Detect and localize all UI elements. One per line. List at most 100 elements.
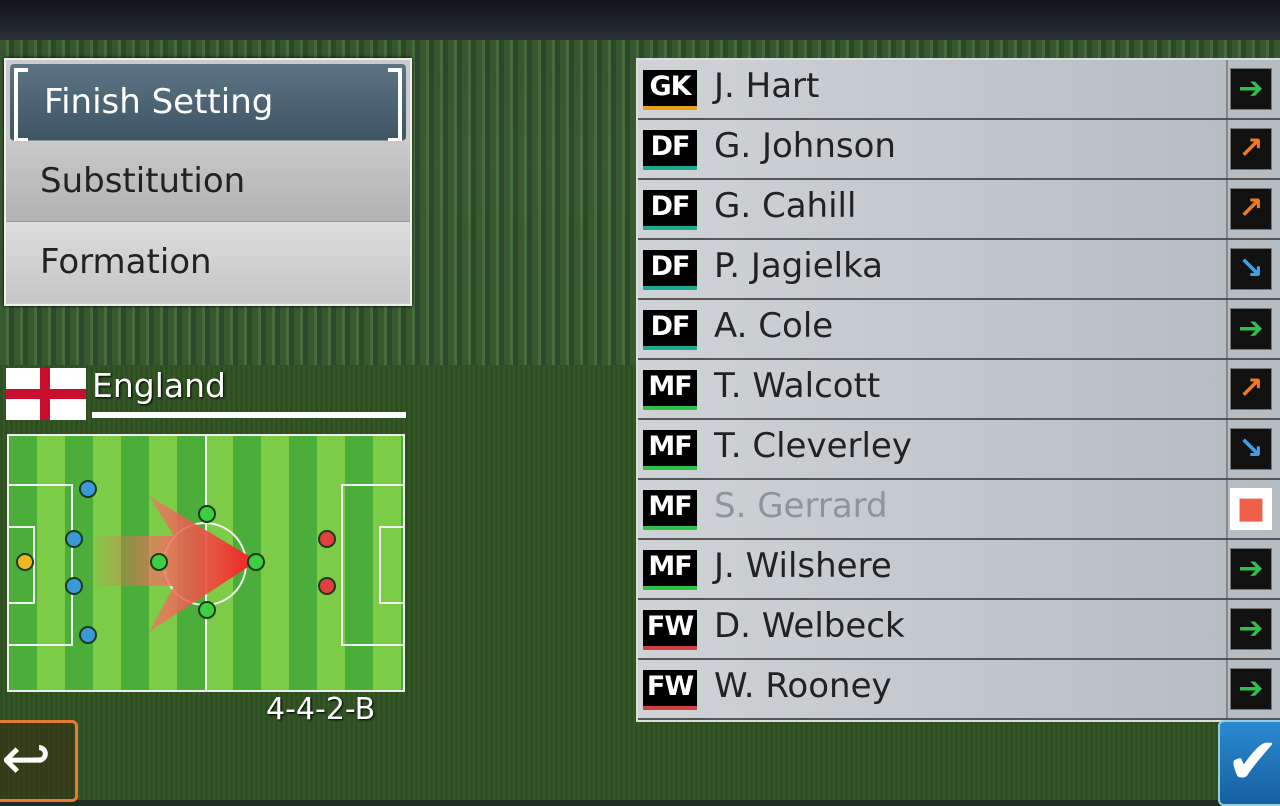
position-color-bar <box>643 706 697 710</box>
player-row[interactable]: DF P. Jagielka ↘ <box>638 240 1280 300</box>
penalty-area-left <box>9 484 73 646</box>
player-name: T. Walcott <box>714 366 881 406</box>
player-row[interactable]: DF A. Cole ➔ <box>638 300 1280 360</box>
condition-good-icon: ↗ <box>1230 368 1272 410</box>
position-badge: DF <box>643 130 697 170</box>
player-dot-mf[interactable] <box>198 601 216 619</box>
player-row[interactable]: FW D. Welbeck ➔ <box>638 600 1280 660</box>
goal-area-left <box>9 526 35 604</box>
condition-normal-icon: ➔ <box>1230 68 1272 110</box>
position-label: DF <box>650 251 691 282</box>
player-name: G. Cahill <box>714 186 857 226</box>
divider <box>1226 240 1228 298</box>
player-name: J. Hart <box>714 66 820 106</box>
player-list: GK J. Hart ➔ DF G. Johnson ↗ DF G. Cahill … <box>636 58 1280 722</box>
position-badge: MF <box>643 370 697 410</box>
divider <box>1226 480 1228 538</box>
player-name: P. Jagielka <box>714 246 884 286</box>
team-header: England <box>6 366 406 420</box>
stadium-roof <box>0 0 1280 40</box>
divider <box>1226 420 1228 478</box>
condition-poor-icon: ↘ <box>1230 248 1272 290</box>
player-row[interactable]: FW W. Rooney ➔ <box>638 660 1280 720</box>
condition-poor-icon: ↘ <box>1230 428 1272 470</box>
menu-formation[interactable]: Formation <box>6 222 410 302</box>
divider <box>1226 660 1228 718</box>
player-dot-df[interactable] <box>65 530 83 548</box>
menu-finish-setting[interactable]: Finish Setting <box>10 64 406 142</box>
position-badge: MF <box>643 430 697 470</box>
selection-bracket-right <box>388 68 402 142</box>
divider <box>92 412 406 418</box>
condition-good-icon: ↗ <box>1230 128 1272 170</box>
position-badge: MF <box>643 490 697 530</box>
player-dot-mf[interactable] <box>247 553 265 571</box>
player-dot-df[interactable] <box>79 480 97 498</box>
position-badge: FW <box>643 670 697 710</box>
divider <box>1226 120 1228 178</box>
player-dot-fw[interactable] <box>318 577 336 595</box>
player-dot-fw[interactable] <box>318 530 336 548</box>
player-name: W. Rooney <box>714 666 892 706</box>
position-color-bar <box>643 226 697 230</box>
player-name: D. Welbeck <box>714 606 905 646</box>
menu-label: Finish Setting <box>44 82 274 122</box>
penalty-area-right <box>341 484 403 646</box>
position-label: MF <box>648 371 692 402</box>
position-color-bar <box>643 106 697 110</box>
position-color-bar <box>643 406 697 410</box>
position-color-bar <box>643 286 697 290</box>
position-color-bar <box>643 466 697 470</box>
player-dot-mf[interactable] <box>150 553 168 571</box>
player-row[interactable]: MF S. Gerrard ■ <box>638 480 1280 540</box>
position-label: DF <box>650 311 691 342</box>
player-dot-df[interactable] <box>79 626 97 644</box>
position-badge: DF <box>643 250 697 290</box>
position-color-bar <box>643 346 697 350</box>
formation-name: 4-4-2-B <box>266 692 376 727</box>
position-badge: MF <box>643 550 697 590</box>
position-label: GK <box>649 71 691 102</box>
player-row[interactable]: MF J. Wilshere ➔ <box>638 540 1280 600</box>
position-label: FW <box>646 611 694 642</box>
settings-menu: Finish Setting Substitution Formation <box>4 58 412 306</box>
position-badge: GK <box>643 70 697 110</box>
formation-pitch[interactable] <box>7 434 405 692</box>
player-name: A. Cole <box>714 306 834 346</box>
position-label: MF <box>648 491 692 522</box>
player-row[interactable]: MF T. Cleverley ↘ <box>638 420 1280 480</box>
position-label: MF <box>648 431 692 462</box>
player-row[interactable]: MF T. Walcott ↗ <box>638 360 1280 420</box>
position-color-bar <box>643 166 697 170</box>
position-color-bar <box>643 646 697 650</box>
england-flag-icon <box>6 368 86 420</box>
position-label: DF <box>650 191 691 222</box>
menu-label: Formation <box>40 242 212 282</box>
divider <box>1226 60 1228 118</box>
divider <box>1226 180 1228 238</box>
divider <box>1226 600 1228 658</box>
divider <box>1226 360 1228 418</box>
player-row[interactable]: GK J. Hart ➔ <box>638 60 1280 120</box>
condition-normal-icon: ➔ <box>1230 308 1272 350</box>
checkmark-icon: ✔ <box>1226 725 1280 799</box>
position-badge: DF <box>643 190 697 230</box>
player-name: T. Cleverley <box>714 426 912 466</box>
attack-arrow-icon <box>89 496 257 632</box>
position-label: DF <box>650 131 691 162</box>
position-color-bar <box>643 526 697 530</box>
player-name: S. Gerrard <box>714 486 888 526</box>
player-dot-df[interactable] <box>65 577 83 595</box>
back-button[interactable]: ↩ <box>0 720 78 802</box>
menu-label: Substitution <box>40 161 246 201</box>
player-row[interactable]: DF G. Johnson ↗ <box>638 120 1280 180</box>
player-dot-mf[interactable] <box>198 505 216 523</box>
position-badge: DF <box>643 310 697 350</box>
player-name: J. Wilshere <box>714 546 892 586</box>
confirm-button[interactable]: ✔ <box>1218 720 1280 806</box>
divider <box>1226 540 1228 598</box>
player-dot-gk[interactable] <box>16 553 34 571</box>
player-row[interactable]: DF G. Cahill ↗ <box>638 180 1280 240</box>
menu-substitution[interactable]: Substitution <box>6 141 410 222</box>
condition-normal-icon: ➔ <box>1230 608 1272 650</box>
